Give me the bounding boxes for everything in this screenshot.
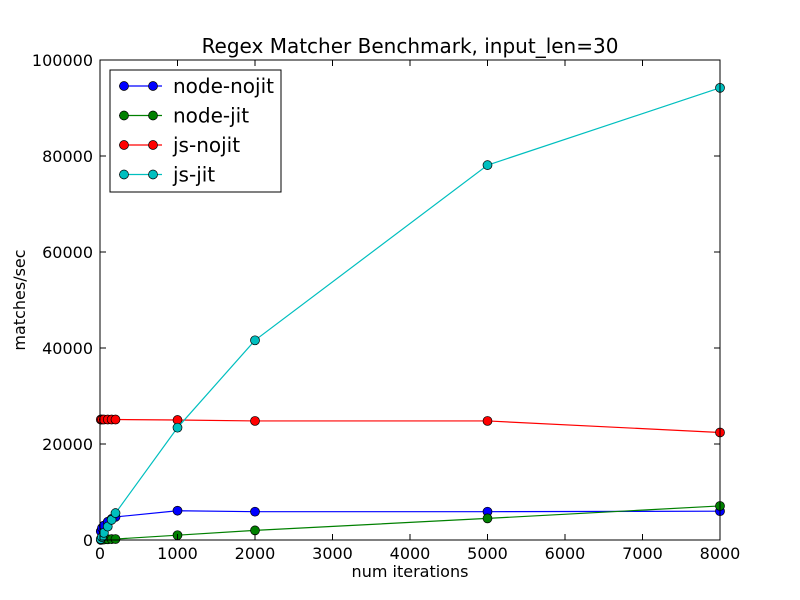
x-axis-title: num iterations — [352, 562, 469, 581]
data-point — [172, 505, 183, 516]
chart-title: Regex Matcher Benchmark, input_len=30 — [202, 34, 619, 58]
data-point — [110, 508, 121, 518]
x-tick-label: 3000 — [312, 544, 353, 563]
data-point — [110, 414, 121, 425]
y-tick-label: 60000 — [42, 243, 93, 262]
legend-marker — [148, 140, 158, 150]
data-point — [250, 525, 260, 536]
legend-marker — [148, 169, 158, 180]
y-axis-title: matches/sec — [10, 249, 29, 350]
legend: node-nojit node-jit js-nojit js-jit — [109, 69, 282, 193]
plot-series — [95, 82, 725, 545]
legend-item-js-nojit: js-nojit — [119, 133, 240, 157]
y-tick-label: 20000 — [42, 435, 93, 454]
legend-box — [109, 69, 282, 193]
legend-item-node-nojit: node-nojit — [119, 74, 274, 98]
legend-marker — [148, 81, 158, 91]
x-tick-label: 6000 — [545, 544, 586, 563]
legend-label: js-jit — [172, 163, 215, 187]
series-js-jit — [95, 82, 725, 544]
x-tick-label: 5000 — [467, 544, 508, 563]
series-js-nojit — [95, 414, 725, 438]
x-tick-label: 2000 — [235, 544, 276, 563]
legend-label: js-nojit — [172, 133, 240, 157]
legend-marker — [119, 110, 129, 121]
data-point — [482, 416, 493, 426]
legend-label: node-nojit — [173, 74, 274, 98]
x-tick-label: 8000 — [700, 544, 741, 563]
y-tick-label: 100000 — [32, 51, 93, 70]
data-point — [250, 416, 260, 426]
y-tick-label: 80000 — [42, 147, 93, 166]
data-point — [482, 160, 493, 170]
y-tick-label: 40000 — [42, 339, 93, 358]
legend-item-node-jit: node-jit — [119, 104, 249, 128]
series-line-js-nojit — [100, 418, 721, 434]
data-point — [110, 534, 121, 544]
legend-item-js-jit: js-jit — [119, 163, 215, 187]
series-line-node-nojit — [100, 510, 721, 532]
data-point — [482, 513, 493, 524]
axis-ticks: 0 1000 2000 3000 4000 5000 6000 7000 80000200004… — [32, 51, 740, 563]
legend-marker — [119, 140, 129, 150]
legend-marker — [119, 81, 129, 91]
data-point — [250, 335, 260, 346]
x-tick-label: 7000 — [622, 544, 663, 563]
legend-marker — [119, 169, 129, 180]
legend-marker — [148, 110, 158, 121]
x-tick-label: 1000 — [157, 544, 198, 563]
x-tick-label: 4000 — [390, 544, 431, 563]
data-point — [172, 422, 183, 433]
legend-label: node-jit — [173, 104, 249, 128]
x-tick-label: 0 — [95, 544, 105, 563]
y-tick-label: 0 — [83, 531, 93, 550]
data-point — [250, 506, 260, 517]
